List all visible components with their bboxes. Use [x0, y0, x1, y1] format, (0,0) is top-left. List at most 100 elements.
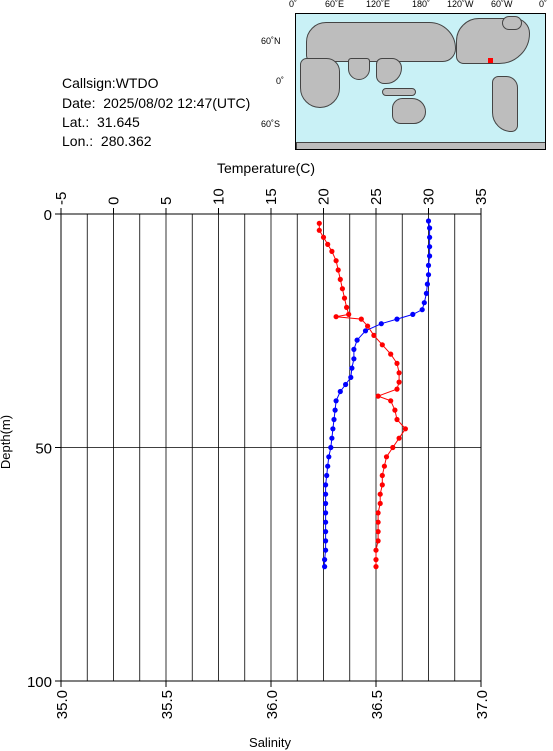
salinity-data-point [379, 482, 385, 488]
salinity-data-point [394, 360, 400, 366]
map-lat-label: 0˚ [276, 76, 285, 86]
temperature-data-point [362, 328, 369, 334]
temperature-data-point [349, 365, 355, 371]
map-land-africa [300, 58, 340, 108]
salinity-data-point [375, 510, 381, 516]
salinity-data-point [337, 276, 343, 282]
map-land-india [348, 58, 370, 80]
depth-tick-label: 0 [44, 207, 52, 224]
map-lon-label: 60˚W [491, 0, 513, 9]
map-lat-label: 60˚N [261, 36, 281, 46]
salinity-data-point [375, 393, 381, 399]
temperature-data-point [394, 316, 400, 322]
temperature-tick-label: 20 [316, 188, 333, 205]
salinity-data-point [339, 286, 345, 292]
salinity-data-point [341, 295, 348, 301]
temperature-data-point [328, 444, 334, 451]
temperature-data-point [322, 564, 328, 570]
salinity-tick-label: 36.5 [369, 690, 386, 719]
salinity-data-point [329, 248, 335, 254]
salinity-data-point [396, 370, 402, 376]
map-lon-label: 0˚ [289, 0, 298, 9]
temperature-data-point [427, 253, 433, 259]
salinity-data-point [396, 435, 402, 441]
temperature-data-point [331, 416, 337, 423]
map-lon-label: 120˚E [366, 0, 391, 9]
temperature-data-point [323, 538, 329, 544]
salinity-data-point [388, 398, 394, 404]
temperature-data-point [329, 435, 335, 441]
salinity-data-point [316, 220, 322, 226]
temperature-tick-label: 5 [158, 197, 175, 205]
salinity-data-point [373, 557, 379, 563]
temperature-tick-label: 35 [473, 188, 490, 205]
salinity-data-point [383, 454, 390, 460]
temperature-data-point [323, 500, 329, 507]
salinity-data-point [365, 323, 371, 329]
temperature-data-point [427, 234, 433, 240]
salinity-data-point [375, 529, 381, 535]
map-land-south-america [492, 76, 518, 132]
salinity-data-point [379, 472, 385, 479]
temperature-data-point [421, 300, 427, 306]
salinity-data-point [377, 491, 383, 497]
salinity-data-point [396, 379, 402, 385]
map-lat-label: 60˚S [261, 119, 281, 129]
salinity-data-point [320, 234, 327, 240]
temperature-data-point [324, 472, 330, 479]
map-lon-label: 60˚E [325, 0, 345, 9]
temperature-data-point [410, 311, 416, 317]
longitude-text: Lon.: 280.362 [62, 133, 152, 149]
date-text: Date: 2025/08/02 12:47(UTC) [62, 95, 251, 111]
map-land-antarctica [296, 142, 545, 149]
salinity-data-point [373, 547, 379, 553]
temperature-data-point [425, 272, 432, 278]
salinity-tick-label: 37.0 [474, 690, 491, 719]
map-lon-label: 0˚ [539, 0, 548, 9]
salinity-data-point [377, 500, 383, 507]
temperature-tick-label: 0 [106, 197, 123, 205]
temperature-data-point [326, 454, 332, 460]
temperature-axis-title: Temperature(C) [217, 160, 315, 176]
temperature-data-point [425, 262, 432, 268]
salinity-data-point [333, 314, 339, 320]
temperature-data-point [323, 547, 329, 553]
temperature-data-point [419, 307, 425, 313]
temperature-data-point [425, 218, 432, 224]
temperature-data-point [351, 346, 357, 352]
temperature-tick-label: -5 [53, 192, 70, 205]
temperature-data-point [424, 281, 430, 287]
temperature-data-point [427, 244, 433, 250]
salinity-data-point [358, 316, 364, 322]
temperature-data-point [378, 321, 384, 327]
salinity-data-point [375, 519, 381, 525]
temperature-data-point [323, 510, 329, 516]
temperature-tick-label: 25 [368, 188, 385, 205]
salinity-data-point [402, 426, 408, 432]
temperature-data-point [337, 388, 343, 395]
salinity-profile-line [318, 223, 407, 567]
salinity-data-point [344, 304, 350, 310]
temperature-data-point [427, 225, 433, 231]
map-land-indonesia [382, 88, 416, 96]
temperature-data-point [333, 398, 339, 404]
salinity-data-point [316, 227, 322, 233]
temperature-data-point [325, 463, 331, 469]
temperature-tick-label: 15 [263, 188, 280, 205]
salinity-data-point [381, 463, 387, 469]
temperature-data-point [323, 482, 329, 488]
callsign-text: Callsign:WTDO [62, 75, 159, 91]
temperature-tick-label: 30 [421, 188, 438, 205]
temperature-data-point [323, 519, 329, 525]
temperature-data-point [354, 337, 360, 343]
salinity-data-point [394, 386, 400, 392]
salinity-data-point [371, 332, 377, 338]
salinity-data-point [390, 444, 396, 451]
depth-tick-label: 50 [35, 441, 52, 458]
temperature-data-point [351, 356, 357, 362]
salinity-data-point [379, 342, 385, 348]
station-location-marker [488, 58, 493, 63]
map-land-greenland [502, 16, 522, 30]
temperature-tick-label: 10 [211, 188, 228, 205]
